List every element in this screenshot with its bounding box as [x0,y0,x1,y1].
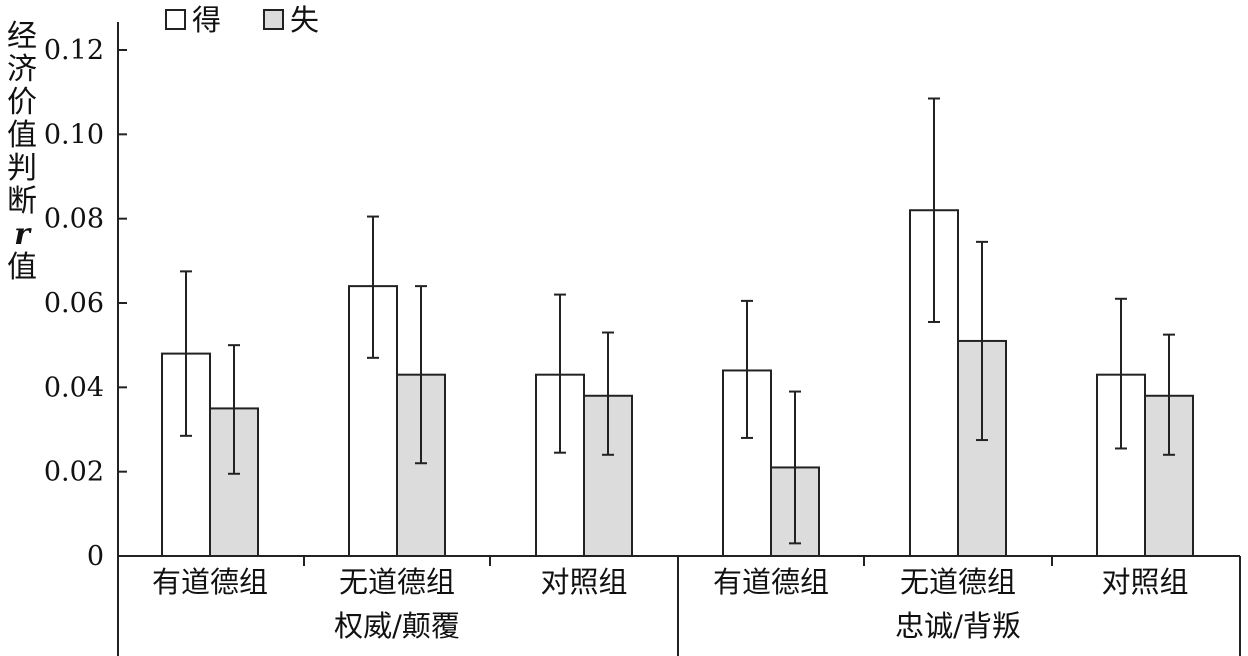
y-axis-label-char: 判 [7,151,37,186]
y-tick-label: 0.04 [44,372,104,403]
y-axis-label-char: 断 [7,184,37,219]
x-group-label: 忠诚/背叛 [895,609,1021,643]
y-tick-label: 0.06 [44,288,104,319]
x-category-label: 有道德组 [713,565,829,599]
x-category-label: 无道德组 [900,565,1016,599]
x-category-label: 无道德组 [339,565,455,599]
legend-swatch [263,9,284,30]
y-axis-label-char: 值 [7,250,37,285]
y-tick-label: 0.10 [44,119,104,150]
y-axis-label-char: 济 [7,52,37,87]
legend-swatch [165,9,186,30]
x-category-label: 对照组 [1101,565,1188,599]
y-axis-label-char: 价 [7,85,37,120]
y-tick-label: 0.12 [44,35,104,66]
y-axis-label-char: r [14,217,32,252]
x-group-label: 权威/颠覆 [334,609,460,643]
x-category-label: 有道德组 [152,565,268,599]
y-tick-label: 0.02 [44,457,104,488]
x-category-label: 对照组 [540,565,627,599]
legend-label: 得 [192,3,221,37]
y-tick-label: 0.08 [44,204,104,235]
legend-label: 失 [290,3,319,37]
y-axis-label-char: 经 [7,19,37,54]
y-tick-label: 0 [87,541,104,572]
y-axis-label-char: 值 [7,118,37,153]
